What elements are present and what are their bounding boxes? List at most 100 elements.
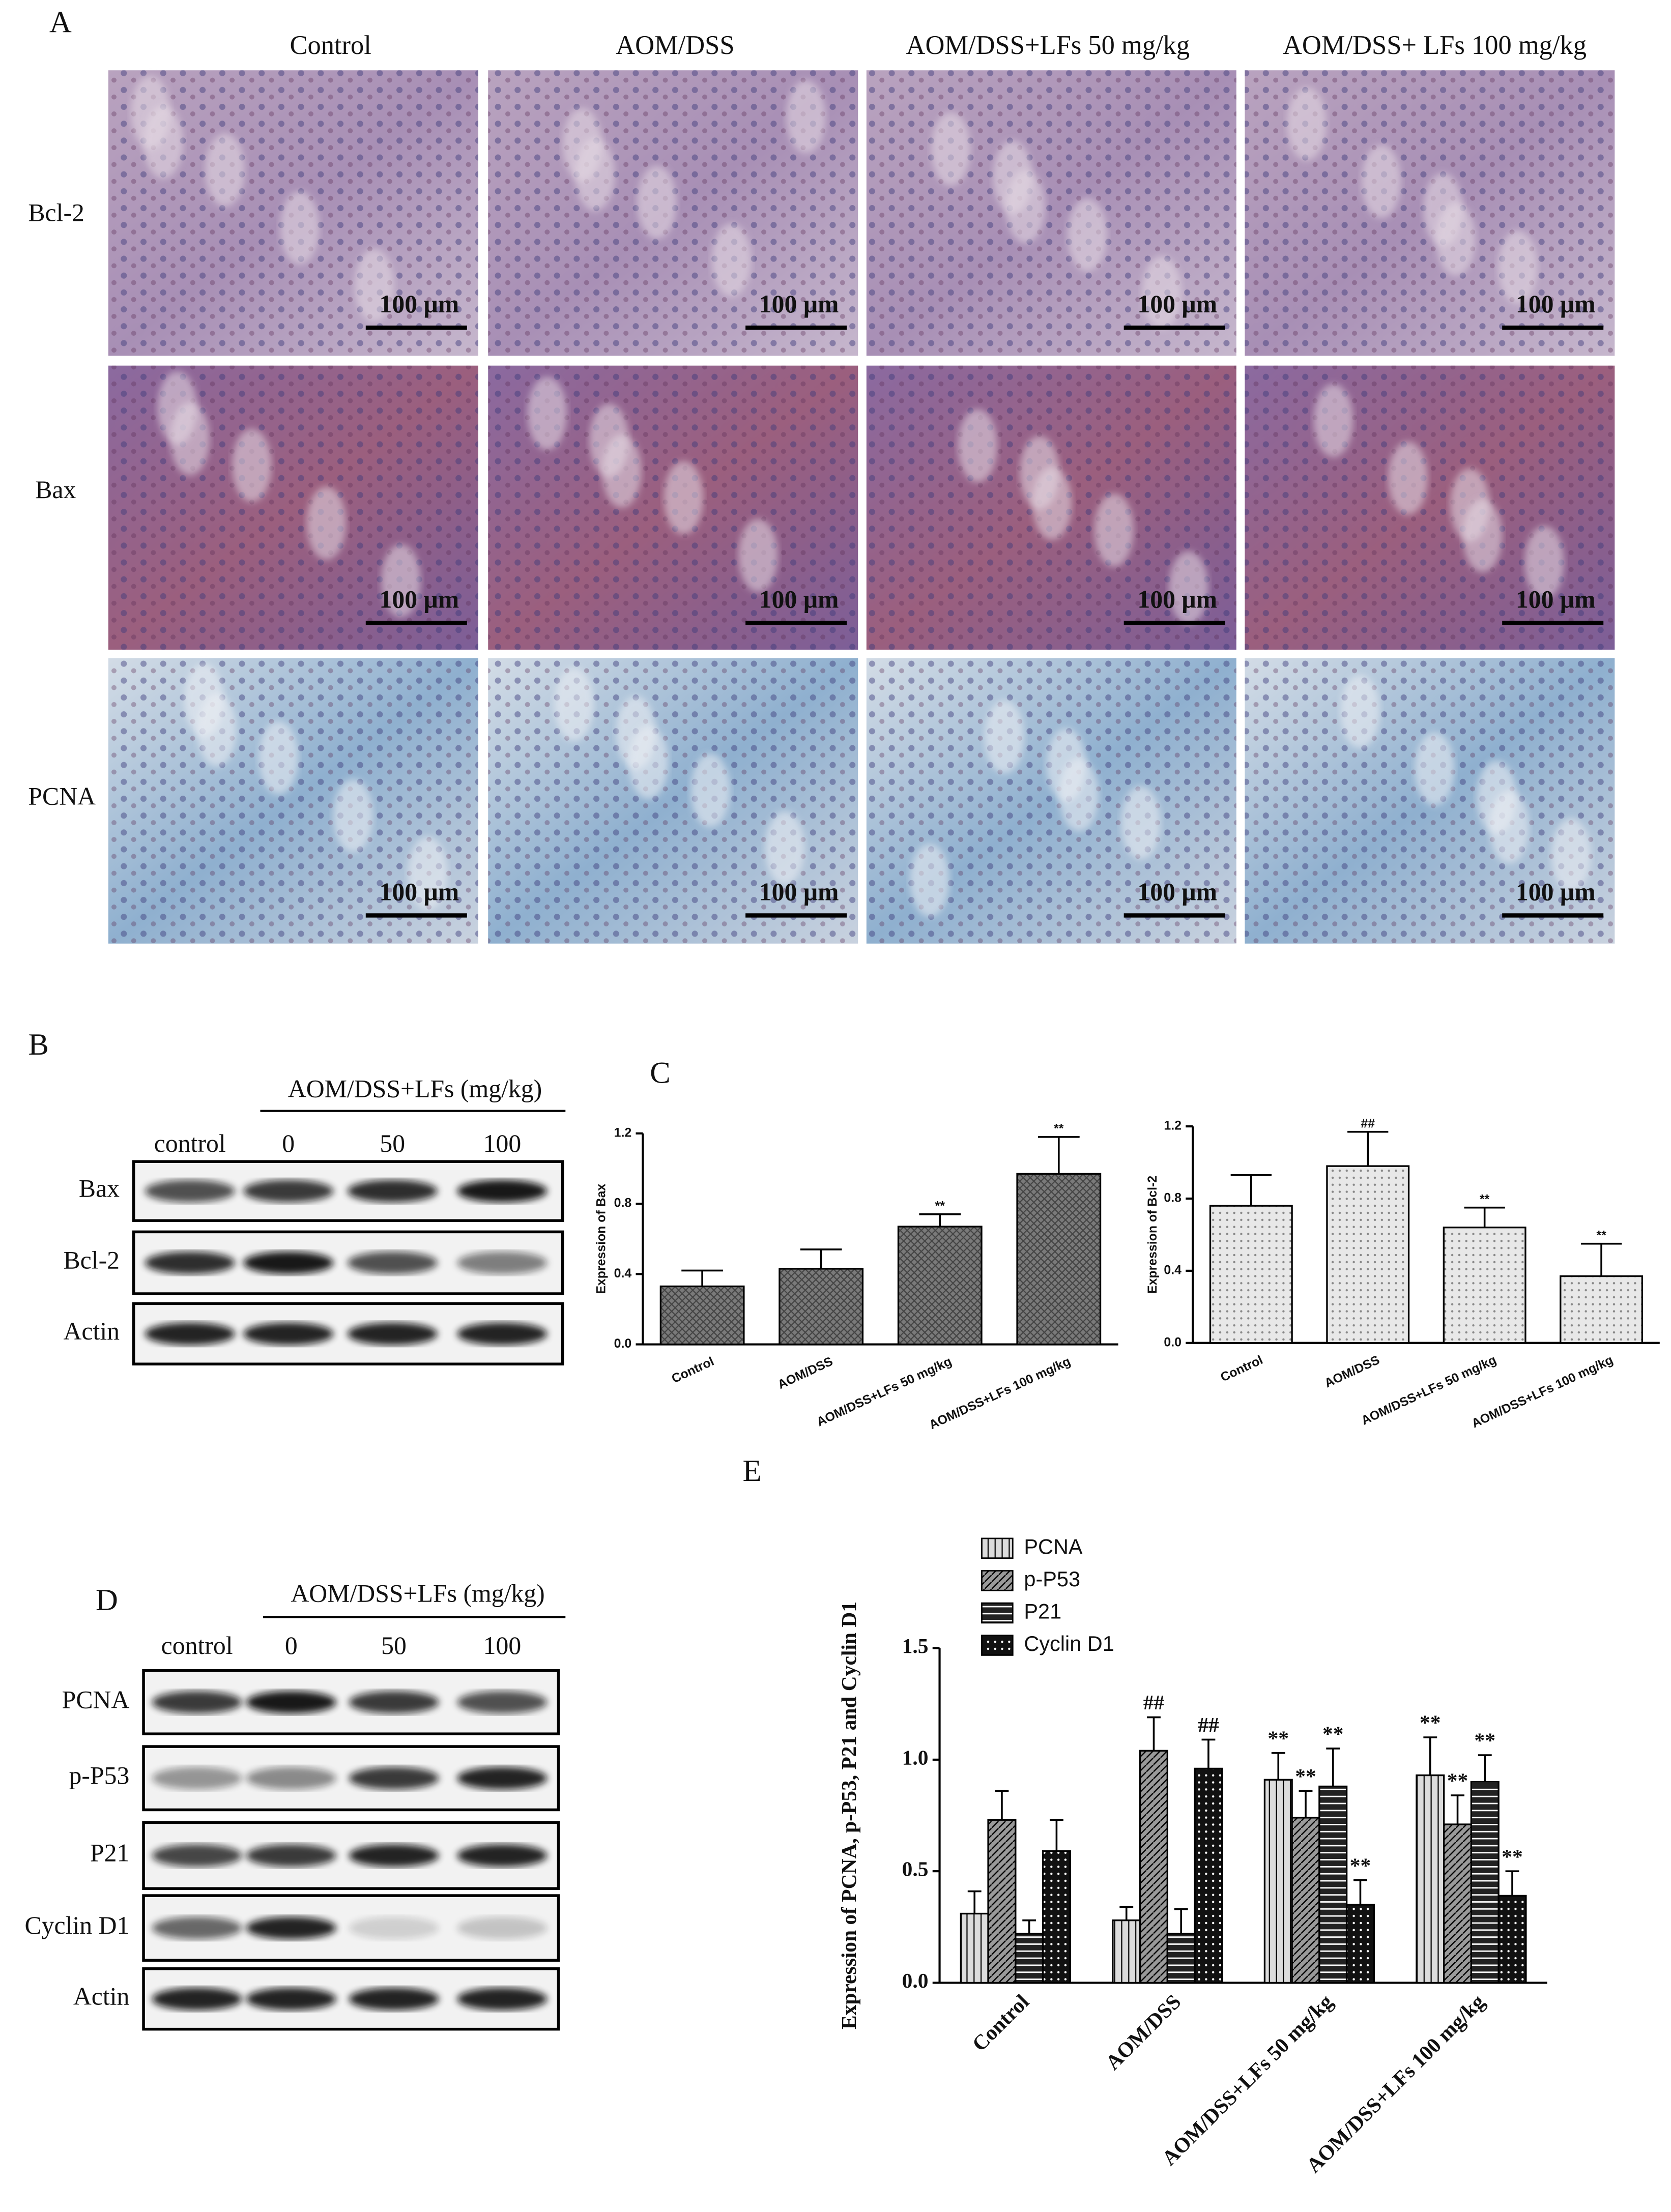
blot-band — [145, 1322, 235, 1345]
blot-band — [457, 1844, 548, 1867]
blot-band — [347, 1180, 438, 1203]
blot-band — [243, 1251, 334, 1274]
panel-label: C — [650, 1056, 671, 1090]
significance-label: ** — [1596, 1228, 1606, 1242]
scale-bar-label: 100 μm — [759, 585, 839, 613]
bar — [1139, 1750, 1168, 1984]
gland — [1462, 499, 1503, 573]
bar — [1470, 1781, 1500, 1984]
significance-label: ** — [1447, 1769, 1468, 1792]
y-tick-label: 0.4 — [1164, 1263, 1182, 1277]
blot-band — [349, 1916, 439, 1939]
y-tick-label: 0.8 — [1164, 1191, 1182, 1205]
scale-bar-label: 100 μm — [379, 585, 459, 613]
blot-row-label: Bcl-2 — [64, 1246, 120, 1274]
column-header: AOM/DSS — [616, 31, 734, 60]
blot-band — [349, 1844, 439, 1867]
scale-bar-label: 100 μm — [1137, 290, 1217, 318]
gland — [1032, 467, 1072, 540]
x-tick-label: AOM/DSS+LFs 50 mg/kg — [1157, 1990, 1337, 2170]
y-tick-label: 1.2 — [614, 1125, 632, 1140]
blot-row-label: p-P53 — [69, 1762, 130, 1790]
bar — [1497, 1895, 1527, 1984]
gland — [1415, 733, 1455, 806]
blot-band — [145, 1180, 235, 1203]
gland — [1551, 818, 1591, 892]
blot-row-label: Bax — [79, 1175, 120, 1203]
blot-band — [457, 1916, 548, 1939]
significance-label: ** — [1295, 1764, 1316, 1788]
gland — [1068, 198, 1107, 272]
blot-band — [246, 1691, 336, 1714]
panel-label: B — [28, 1028, 49, 1062]
blot-row-label: Actin — [73, 1983, 130, 2011]
scale-bar-label: 100 μm — [759, 290, 839, 318]
lane-label: 0 — [285, 1632, 298, 1660]
blot-band — [243, 1322, 334, 1345]
bar — [1166, 1933, 1196, 1984]
x-tick-label: Control — [967, 1990, 1033, 2056]
blot-band — [457, 1322, 548, 1345]
blot-band — [457, 1988, 548, 2011]
significance-label: ** — [1420, 1711, 1440, 1734]
y-axis-label: Expression of PCNA, p-P53, P21 and Cycli… — [837, 1602, 860, 2029]
gland — [1361, 144, 1401, 218]
blot-band — [246, 1916, 336, 1939]
blot-band — [152, 1691, 242, 1714]
y-tick-label: 0.0 — [902, 1969, 929, 1992]
bar — [1209, 1205, 1293, 1344]
blot-band — [457, 1251, 548, 1274]
gland — [170, 402, 210, 476]
blot-band — [246, 1767, 336, 1790]
scale-bar-label: 100 μm — [1137, 878, 1217, 906]
x-tick-label: AOM/DSS — [775, 1354, 835, 1392]
bar — [897, 1226, 983, 1346]
y-tick-label: 0.0 — [1164, 1335, 1182, 1349]
significance-label: ** — [1502, 1845, 1522, 1868]
gland — [628, 725, 669, 799]
x-tick-label: Control — [670, 1354, 716, 1386]
gland — [306, 486, 347, 560]
significance-label: ** — [1475, 1729, 1495, 1752]
row-label: Bcl-2 — [28, 198, 84, 226]
gland — [575, 137, 615, 211]
lane-label: 50 — [381, 1632, 407, 1660]
lane-label: control — [154, 1129, 226, 1157]
bar — [987, 1819, 1017, 1984]
gland — [637, 166, 677, 239]
gland — [765, 811, 805, 885]
gland — [1059, 758, 1099, 831]
panel-label: E — [743, 1454, 762, 1488]
gland — [1313, 384, 1353, 457]
legend-swatch — [981, 1602, 1014, 1624]
gland — [1388, 441, 1428, 515]
gland — [931, 112, 971, 186]
scale-bar-label: 100 μm — [1516, 585, 1596, 613]
gland — [958, 409, 997, 483]
scale-bar-label: 100 μm — [1137, 585, 1217, 613]
gland — [1497, 230, 1538, 304]
blot-band — [152, 1916, 242, 1939]
x-tick-label: AOM/DSS — [1322, 1353, 1382, 1390]
significance-label: ** — [935, 1199, 945, 1213]
gland — [1524, 526, 1564, 599]
blot-band — [347, 1251, 438, 1274]
gland — [910, 843, 949, 917]
legend-label: p-P53 — [1024, 1567, 1080, 1591]
row-label: Bax — [35, 476, 76, 504]
y-tick-label: 0.0 — [614, 1336, 632, 1351]
scale-bar-label: 100 μm — [1516, 878, 1596, 906]
bar — [1042, 1850, 1071, 1984]
gland — [711, 223, 752, 297]
panel-label: D — [96, 1583, 118, 1617]
blot-band — [457, 1180, 548, 1203]
gland — [1169, 551, 1208, 625]
legend-label: PCNA — [1024, 1534, 1083, 1558]
blot-row-label: P21 — [90, 1839, 129, 1867]
x-tick-label: AOM/DSS+LFs 100 mg/kg — [1302, 1990, 1489, 2177]
gland — [333, 779, 373, 853]
bar — [1326, 1165, 1410, 1344]
scale-bar-label: 100 μm — [1516, 290, 1596, 318]
y-axis-label: Expression of Bax — [594, 1184, 609, 1294]
